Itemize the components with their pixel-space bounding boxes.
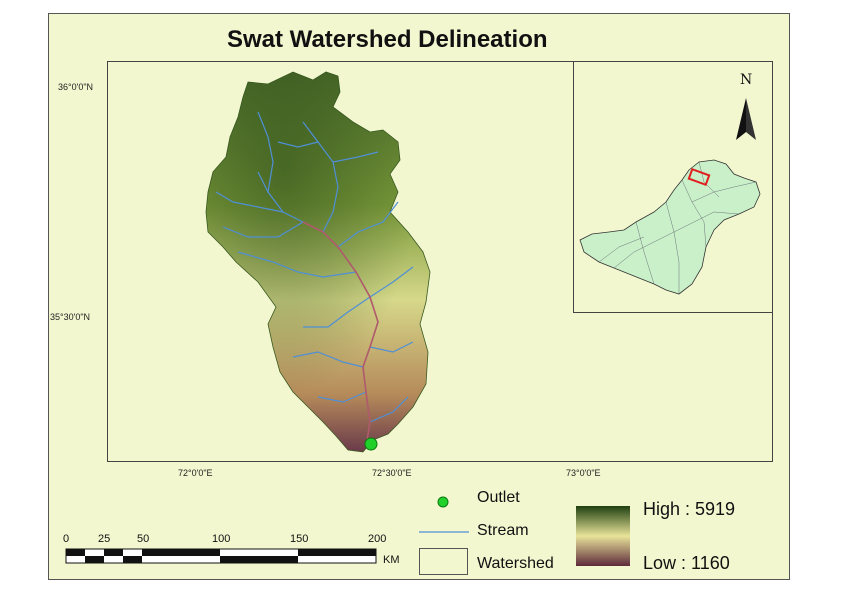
lon-label-72-30: 72°30'0"E (372, 468, 412, 478)
inset-map-frame: N (573, 61, 773, 313)
elevation-high-label: High : 5919 (643, 499, 736, 519)
north-arrow (736, 98, 756, 140)
watershed-legend-symbol (419, 548, 468, 575)
north-arrow-label: N (740, 72, 752, 88)
lat-label-35-30: 35°30'0"N (50, 312, 91, 322)
outlet-point (364, 437, 378, 451)
scale-bar (65, 548, 377, 564)
lon-label-72: 72°0'0"E (178, 468, 213, 478)
elevation-ramp (576, 506, 630, 566)
scale-tick-0: 0 (63, 533, 70, 545)
main-map-frame: 36°0'0"N 35°30'0"N 72°0'0"E 72°30'0"E 73… (50, 61, 773, 478)
inset-study-area-box (687, 167, 711, 187)
watershed-shading (206, 72, 430, 452)
legend-outlet-label: Outlet (477, 489, 520, 506)
outlet-legend-symbol (437, 496, 449, 508)
scale-unit: KM (383, 554, 400, 566)
lat-label-36: 36°0'0"N (58, 82, 94, 92)
map-layout: Swat Watershed Delineation (48, 13, 790, 580)
scale-tick-200: 200 (368, 533, 387, 545)
pakistan-outline (579, 159, 761, 295)
inset-district-lines (598, 161, 757, 294)
elevation-low-label: Low : 1160 (643, 553, 730, 573)
scale-tick-100: 100 (212, 533, 231, 545)
map-title: Swat Watershed Delineation (227, 26, 548, 53)
legend-watershed-label: Watershed (477, 555, 554, 572)
scale-tick-25: 25 (98, 533, 111, 545)
main-river (302, 221, 379, 448)
stream-legend-symbol (419, 531, 469, 533)
lon-label-73: 73°0'0"E (566, 468, 601, 478)
scale-tick-50: 50 (137, 533, 150, 545)
inset-map: N (579, 72, 761, 295)
legend-stream-label: Stream (477, 522, 529, 539)
watershed-map (205, 71, 431, 453)
scale-tick-150: 150 (290, 533, 309, 545)
